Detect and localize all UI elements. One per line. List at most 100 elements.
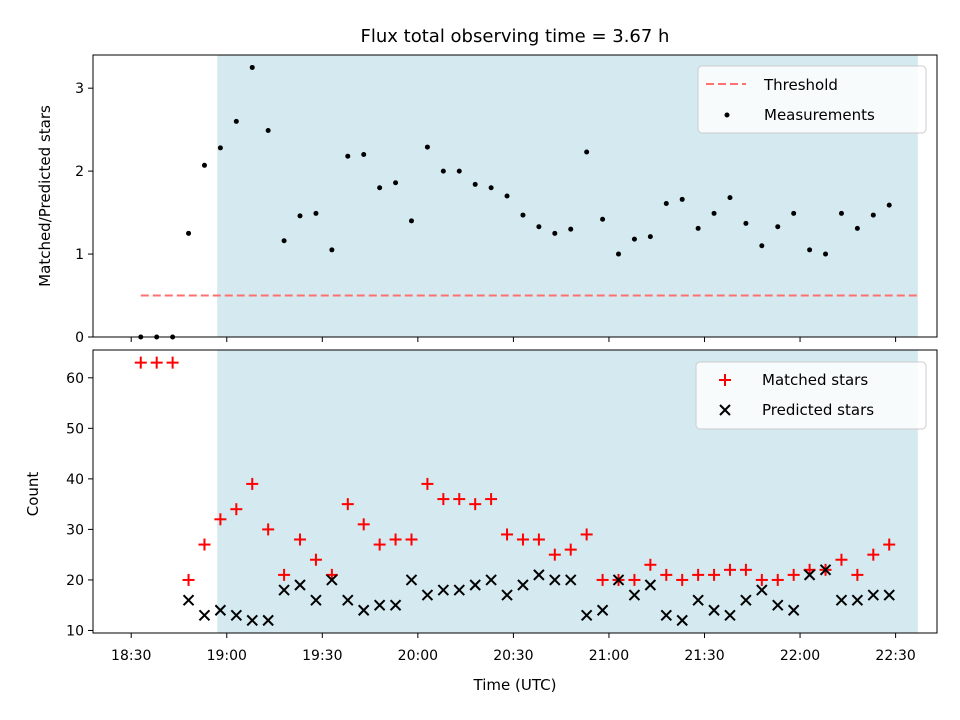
x-tick-label: 19:00 bbox=[207, 648, 247, 664]
matched-star-point bbox=[278, 568, 291, 581]
matched-star-point bbox=[373, 538, 386, 551]
predicted-star-point bbox=[342, 594, 354, 606]
legend-measurements-swatch bbox=[724, 112, 730, 118]
matched-star-point bbox=[851, 568, 864, 581]
matched-star-point bbox=[501, 528, 514, 541]
predicted-star-point bbox=[756, 584, 768, 596]
predicted-star-point bbox=[389, 599, 402, 611]
matched-star-point bbox=[835, 553, 848, 566]
count-y-tick-label: 30 bbox=[66, 522, 84, 538]
matched-star-point bbox=[580, 528, 593, 541]
count-y-tick-label: 50 bbox=[66, 421, 84, 437]
measurement-point bbox=[823, 251, 829, 257]
count-y-tick-label: 10 bbox=[66, 623, 84, 639]
matched-star-point bbox=[548, 548, 561, 561]
matched-star-point bbox=[596, 573, 609, 586]
x-tick-label: 21:30 bbox=[684, 648, 724, 664]
matched-star-point bbox=[644, 558, 657, 571]
predicted-star-point bbox=[676, 614, 688, 627]
predicted-star-point bbox=[883, 589, 895, 601]
measurement-point bbox=[520, 212, 526, 218]
matched-star-point bbox=[755, 573, 768, 586]
predicted-star-point bbox=[740, 594, 752, 606]
measurement-point bbox=[870, 212, 876, 218]
measurement-point bbox=[201, 162, 207, 168]
legend-threshold-label: Threshold bbox=[763, 76, 838, 94]
matched-star-point bbox=[309, 553, 322, 566]
matched-star-point bbox=[262, 523, 275, 536]
matched-star-point bbox=[437, 493, 450, 506]
matched-star-point bbox=[708, 568, 721, 581]
count-y-tick-label: 60 bbox=[66, 371, 84, 387]
measurement-point bbox=[408, 218, 414, 224]
matched-star-point bbox=[214, 513, 227, 526]
x-tick-label: 20:00 bbox=[398, 648, 438, 664]
matched-star-point bbox=[230, 503, 243, 516]
predicted-star-point bbox=[326, 574, 338, 586]
count-y-tick-label: 40 bbox=[66, 472, 84, 488]
legend-predicted-label: Predicted stars bbox=[762, 401, 874, 419]
count-y-tick-label: 20 bbox=[66, 573, 84, 589]
count-legend: Matched stars Predicted stars bbox=[695, 361, 927, 430]
matched-star-point bbox=[469, 498, 482, 511]
x-tick-label: 19:30 bbox=[302, 648, 342, 664]
legend-predicted-swatch bbox=[719, 404, 731, 416]
predicted-star-point bbox=[644, 579, 657, 591]
measurement-point bbox=[886, 202, 892, 208]
measurement-point bbox=[775, 224, 781, 230]
measurement-point bbox=[281, 238, 287, 244]
predicted-star-point bbox=[660, 609, 672, 622]
matched-star-point bbox=[134, 356, 147, 369]
matched-star-point bbox=[453, 493, 466, 506]
predicted-star-point bbox=[612, 574, 625, 586]
predicted-star-point bbox=[421, 589, 434, 601]
predicted-star-point bbox=[596, 604, 609, 616]
predicted-star-point bbox=[469, 579, 481, 591]
predicted-star-point bbox=[278, 584, 290, 596]
predicted-star-point bbox=[628, 589, 641, 601]
matched-star-point bbox=[182, 573, 195, 586]
matched-star-point bbox=[150, 356, 163, 369]
measurement-point bbox=[472, 181, 478, 187]
predicted-star-point bbox=[214, 604, 227, 616]
matched-star-point bbox=[787, 568, 800, 581]
matched-star-point bbox=[485, 493, 498, 506]
predicted-star-point bbox=[262, 614, 274, 627]
matched-star-point bbox=[564, 543, 577, 556]
measurement-point bbox=[695, 225, 701, 231]
measurement-point bbox=[791, 210, 797, 216]
x-tick-label: 20:30 bbox=[493, 648, 533, 664]
predicted-star-point bbox=[373, 599, 386, 611]
count-legend-box bbox=[695, 361, 927, 430]
predicted-star-point bbox=[803, 569, 816, 581]
predicted-star-point bbox=[708, 604, 720, 616]
measurement-point bbox=[186, 230, 192, 236]
predicted-star-point bbox=[867, 589, 880, 601]
measurement-point bbox=[663, 200, 669, 206]
measurement-point bbox=[711, 210, 717, 216]
ratio-y-tick-label: 3 bbox=[75, 81, 84, 97]
predicted-star-point bbox=[485, 574, 497, 586]
matched-star-point bbox=[723, 563, 736, 576]
measurement-point bbox=[233, 118, 239, 124]
ratio-y-tick-label: 2 bbox=[75, 164, 84, 180]
measurement-point bbox=[345, 153, 351, 159]
predicted-star-point bbox=[835, 594, 848, 606]
ratio-y-axis-label: Matched/Predicted stars bbox=[36, 105, 54, 287]
measurement-point bbox=[361, 152, 367, 158]
matched-star-point bbox=[676, 573, 689, 586]
x-tick-label: 22:30 bbox=[875, 648, 915, 664]
matched-star-point bbox=[246, 477, 259, 490]
measurement-point bbox=[584, 149, 590, 155]
measurement-point bbox=[313, 210, 319, 216]
measurement-point bbox=[536, 224, 542, 230]
predicted-star-point bbox=[182, 594, 195, 606]
matched-star-point bbox=[405, 533, 418, 546]
chart-title: Flux total observing time = 3.67 h bbox=[361, 26, 670, 47]
predicted-star-point bbox=[533, 569, 545, 581]
predicted-star-point bbox=[198, 609, 211, 622]
measurement-point bbox=[616, 251, 622, 257]
measurement-point bbox=[600, 216, 606, 222]
ratio-plot-frame bbox=[92, 54, 938, 338]
predicted-star-point bbox=[772, 599, 784, 611]
